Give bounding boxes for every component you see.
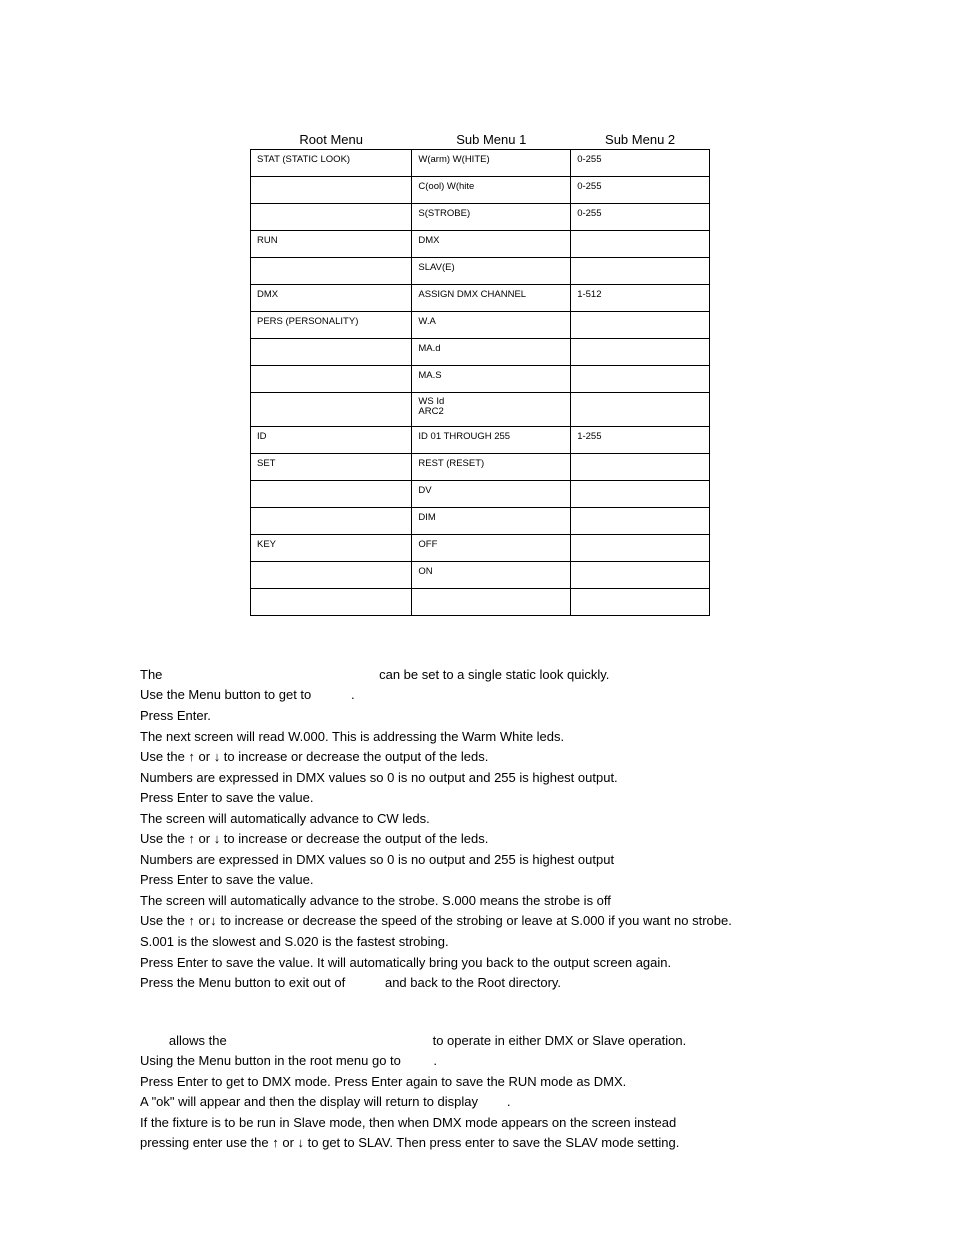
- table-cell: 1-255: [571, 426, 710, 453]
- table-cell: REST (RESET): [412, 453, 571, 480]
- table-cell: [571, 507, 710, 534]
- table-cell: S(STROBE): [412, 204, 571, 231]
- table-cell: OFF: [412, 534, 571, 561]
- table-row: DMXASSIGN DMX CHANNEL1-512: [251, 285, 710, 312]
- section-1: The can be set to a single static look q…: [140, 666, 814, 992]
- table-row: KEYOFF: [251, 534, 710, 561]
- body-line: Press Enter to get to DMX mode. Press En…: [140, 1073, 814, 1091]
- table-row: IDID 01 THROUGH 2551-255: [251, 426, 710, 453]
- table-cell: [251, 393, 412, 427]
- body-line: Press the Menu button to exit out of and…: [140, 974, 814, 992]
- table-row: PERS (PERSONALITY)W.A: [251, 312, 710, 339]
- body-line: The next screen will read W.000. This is…: [140, 728, 814, 746]
- table-row: RUNDMX: [251, 231, 710, 258]
- body-line: allows the to operate in either DMX or S…: [140, 1032, 814, 1050]
- table-body: STAT (STATIC LOOK)W(arm) W(HITE)0-255C(o…: [251, 150, 710, 616]
- table-cell: [571, 366, 710, 393]
- table-cell: ID 01 THROUGH 255: [412, 426, 571, 453]
- body-line: Press Enter to save the value.: [140, 871, 814, 889]
- body-line: The can be set to a single static look q…: [140, 666, 814, 684]
- table-cell: SET: [251, 453, 412, 480]
- table-cell: 1-512: [571, 285, 710, 312]
- table-cell: [251, 177, 412, 204]
- body-line: A "ok" will appear and then the display …: [140, 1093, 814, 1111]
- body-line: Use the Menu button to get to .: [140, 686, 814, 704]
- table-cell: W.A: [412, 312, 571, 339]
- table-cell: [571, 453, 710, 480]
- table-cell: ASSIGN DMX CHANNEL: [412, 285, 571, 312]
- table-row: STAT (STATIC LOOK)W(arm) W(HITE)0-255: [251, 150, 710, 177]
- table-cell: RUN: [251, 231, 412, 258]
- table-row: DV: [251, 480, 710, 507]
- table-row: ON: [251, 561, 710, 588]
- body-line: Use the ↑ or ↓ to increase or decrease t…: [140, 748, 814, 766]
- col-header: Root Menu: [251, 130, 412, 150]
- table-cell: DMX: [412, 231, 571, 258]
- table-cell: DIM: [412, 507, 571, 534]
- table-row: S(STROBE)0-255: [251, 204, 710, 231]
- col-header: Sub Menu 1: [412, 130, 571, 150]
- body-line: Using the Menu button in the root menu g…: [140, 1052, 814, 1070]
- table-cell: [251, 588, 412, 615]
- table-cell: [412, 588, 571, 615]
- body-line: Press Enter to save the value. It will a…: [140, 954, 814, 972]
- table-cell: [571, 480, 710, 507]
- table-row: [251, 588, 710, 615]
- table-row: DIM: [251, 507, 710, 534]
- body-line: pressing enter use the ↑ or ↓ to get to …: [140, 1134, 814, 1152]
- table-cell: [251, 480, 412, 507]
- table-cell: [251, 507, 412, 534]
- table-cell: MA.d: [412, 339, 571, 366]
- table-cell: DV: [412, 480, 571, 507]
- body-line: Numbers are expressed in DMX values so 0…: [140, 769, 814, 787]
- table-cell: [251, 366, 412, 393]
- col-header: Sub Menu 2: [571, 130, 710, 150]
- table-cell: C(ool) W(hite: [412, 177, 571, 204]
- table-cell: [251, 561, 412, 588]
- table-cell: [571, 231, 710, 258]
- table-cell: MA.S: [412, 366, 571, 393]
- table-cell: 0-255: [571, 150, 710, 177]
- document-page: Root Menu Sub Menu 1 Sub Menu 2 STAT (ST…: [0, 0, 954, 1215]
- table-row: SLAV(E): [251, 258, 710, 285]
- table-cell: DMX: [251, 285, 412, 312]
- table-row: C(ool) W(hite0-255: [251, 177, 710, 204]
- body-line: Press Enter to save the value.: [140, 789, 814, 807]
- body-line: Numbers are expressed in DMX values so 0…: [140, 851, 814, 869]
- body-line: S.001 is the slowest and S.020 is the fa…: [140, 933, 814, 951]
- table-cell: PERS (PERSONALITY): [251, 312, 412, 339]
- table-cell: 0-255: [571, 204, 710, 231]
- section-2: allows the to operate in either DMX or S…: [140, 1032, 814, 1152]
- table-cell: [571, 258, 710, 285]
- table-row: MA.S: [251, 366, 710, 393]
- table-cell: [571, 561, 710, 588]
- body-line: Use the ↑ or ↓ to increase or decrease t…: [140, 830, 814, 848]
- table-cell: [251, 339, 412, 366]
- body-line: Use the ↑ or↓ to increase or decrease th…: [140, 912, 814, 930]
- body-line: The screen will automatically advance to…: [140, 810, 814, 828]
- menu-table: Root Menu Sub Menu 1 Sub Menu 2 STAT (ST…: [250, 130, 710, 616]
- table-cell: [571, 534, 710, 561]
- body-line: The screen will automatically advance to…: [140, 892, 814, 910]
- table-cell: W(arm) W(HITE): [412, 150, 571, 177]
- table-row: WS Id ARC2: [251, 393, 710, 427]
- table-cell: STAT (STATIC LOOK): [251, 150, 412, 177]
- table-cell: KEY: [251, 534, 412, 561]
- table-cell: [571, 312, 710, 339]
- table-cell: [571, 339, 710, 366]
- body-line: Press Enter.: [140, 707, 814, 725]
- table-cell: [251, 204, 412, 231]
- table-row: SETREST (RESET): [251, 453, 710, 480]
- table-cell: 0-255: [571, 177, 710, 204]
- table-cell: ID: [251, 426, 412, 453]
- body-line: If the fixture is to be run in Slave mod…: [140, 1114, 814, 1132]
- table-cell: [571, 588, 710, 615]
- table-cell: SLAV(E): [412, 258, 571, 285]
- table-header-row: Root Menu Sub Menu 1 Sub Menu 2: [251, 130, 710, 150]
- table-cell: WS Id ARC2: [412, 393, 571, 427]
- table-row: MA.d: [251, 339, 710, 366]
- table-cell: [251, 258, 412, 285]
- table-cell: ON: [412, 561, 571, 588]
- table-cell: [571, 393, 710, 427]
